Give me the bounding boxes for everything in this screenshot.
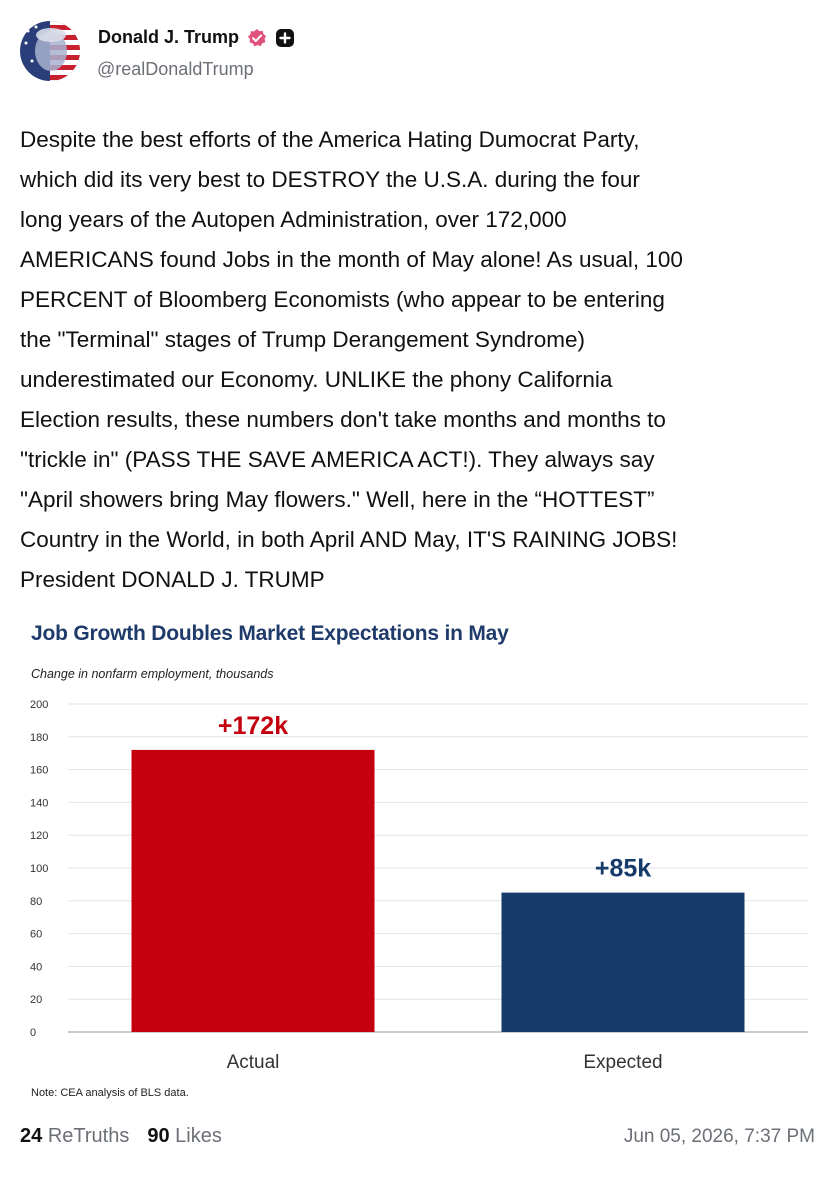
author-name-row: Donald J. Trump xyxy=(98,27,295,48)
y-tick-label: 60 xyxy=(30,929,42,941)
retruths-count: 24 xyxy=(20,1125,43,1147)
likes-label: Likes xyxy=(175,1125,222,1147)
author-avatar[interactable] xyxy=(20,21,80,81)
y-tick-label: 80 xyxy=(30,896,42,908)
likes-count: 90 xyxy=(147,1125,170,1147)
bar-actual xyxy=(131,749,375,1032)
post-media-chart[interactable]: Job Growth Doubles Market Expectations i… xyxy=(20,612,820,1112)
y-tick-label: 0 xyxy=(30,1027,36,1039)
post-timestamp[interactable]: Jun 05, 2026, 7:37 PM xyxy=(623,1126,815,1147)
y-tick-label: 160 xyxy=(30,765,48,777)
y-tick-label: 100 xyxy=(30,863,48,875)
y-tick-label: 40 xyxy=(30,961,42,973)
author-name[interactable]: Donald J. Trump xyxy=(98,27,240,47)
bar-chart: 0 20 40 60 80 100 120 140 160 180 200 +172k Actual +8… xyxy=(30,699,808,1073)
x-tick-label: Actual xyxy=(227,1052,280,1073)
y-tick-label: 180 xyxy=(30,732,48,744)
x-tick-label: Expected xyxy=(583,1052,662,1073)
likes-stat[interactable]: 90 Likes xyxy=(147,1125,222,1148)
chart-title: Job Growth Doubles Market Expectations i… xyxy=(31,622,509,645)
chart-note: Note: CEA analysis of BLS data. xyxy=(31,1087,189,1099)
y-tick-label: 140 xyxy=(30,797,48,809)
bar-expected xyxy=(501,892,745,1032)
plus-square-icon xyxy=(275,28,295,48)
y-tick-label: 20 xyxy=(30,994,42,1006)
post-text: Despite the best efforts of the America … xyxy=(20,127,683,592)
y-tick-label: 200 xyxy=(30,699,48,711)
chart-subtitle: Change in nonfarm employment, thousands xyxy=(31,667,274,681)
retruths-label: ReTruths xyxy=(47,1125,130,1147)
avatar-image xyxy=(20,21,80,81)
y-tick-label: 120 xyxy=(30,830,48,842)
author-handle[interactable]: @realDonaldTrump xyxy=(97,59,254,79)
data-label: +172k xyxy=(218,712,288,740)
data-label: +85k xyxy=(595,855,651,883)
retruths-stat[interactable]: 24 ReTruths xyxy=(20,1125,129,1148)
post-stats: 24 ReTruths 90 Likes xyxy=(20,1125,222,1148)
verified-badge-icon xyxy=(247,28,267,48)
